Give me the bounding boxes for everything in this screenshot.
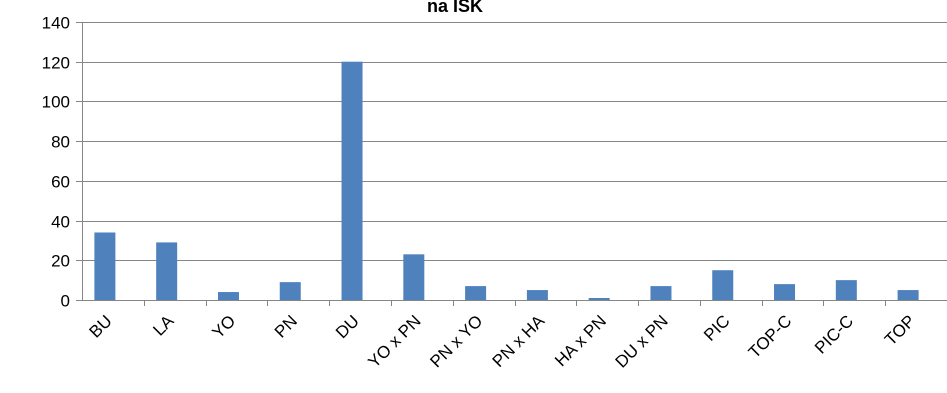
x-tick-label: TOP-C	[745, 311, 796, 362]
bar	[156, 242, 178, 300]
y-axis-tick-labels: 0 20 40 60 80 100 120 140	[42, 14, 70, 311]
bar	[465, 286, 487, 300]
x-tick-label: PN	[271, 311, 301, 341]
bar	[835, 280, 857, 300]
y-tick-label: 140	[42, 14, 70, 33]
bar	[650, 286, 672, 300]
y-tick-label: 0	[61, 292, 70, 311]
x-tick-label: PN x HA	[489, 311, 549, 371]
y-tick-label: 120	[42, 54, 70, 73]
x-tick-label: LA	[149, 311, 178, 340]
y-tick-label: 100	[42, 93, 70, 112]
y-tick-label: 20	[51, 252, 70, 271]
y-tick-label: 80	[51, 133, 70, 152]
chart-title: na ISK	[427, 0, 483, 16]
bar	[217, 292, 239, 300]
x-tick-label: DU	[332, 311, 363, 342]
x-tick-label: PIC	[700, 311, 733, 344]
x-tick-label: PN x YO	[426, 311, 486, 371]
bar	[279, 282, 301, 300]
x-tick-label: HA x PN	[551, 311, 610, 370]
x-tick-label: PIC-C	[811, 311, 857, 357]
axes	[76, 22, 947, 306]
bar	[94, 232, 116, 300]
x-axis-tick-labels: BU LA YO PN DU YO x PN PN x YO PN x HA HA x PN DU…	[86, 311, 919, 372]
y-tick-label: 40	[51, 213, 70, 232]
x-tick-label: BU	[86, 311, 116, 341]
bar	[526, 290, 548, 300]
x-tick-label: DU x PN	[612, 311, 672, 371]
bars	[94, 61, 919, 300]
x-tick-label: YO	[208, 311, 239, 342]
bar	[403, 254, 425, 300]
bar	[341, 61, 363, 300]
gridlines	[82, 22, 947, 261]
bar	[712, 270, 734, 300]
x-tick-label: TOP	[881, 311, 919, 349]
bar	[897, 290, 919, 300]
x-tick-label: YO x PN	[364, 311, 424, 371]
bar	[774, 284, 796, 300]
bar	[588, 298, 610, 300]
y-tick-label: 60	[51, 173, 70, 192]
